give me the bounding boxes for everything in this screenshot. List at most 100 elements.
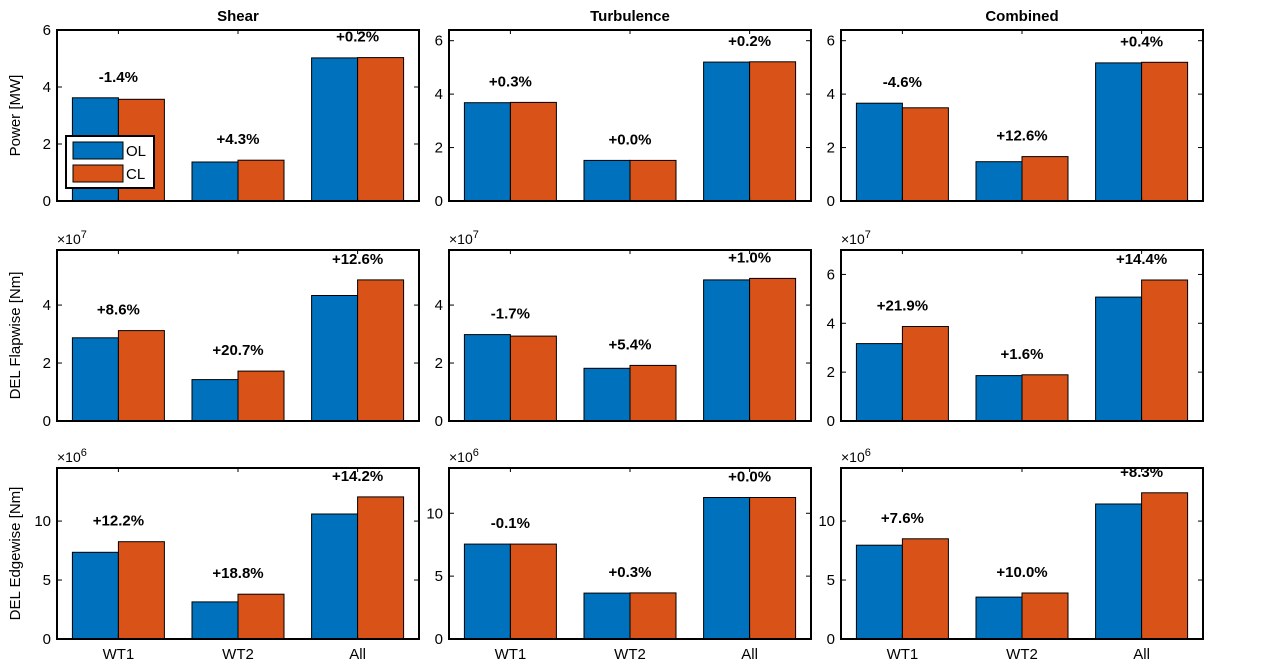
y-tick-label: 10: [34, 513, 51, 530]
y-axis-label: DEL Flapwise [Nm]: [7, 272, 24, 400]
percent-change-label: +10.0%: [996, 564, 1047, 581]
percent-change-label: +0.3%: [489, 73, 532, 90]
legend-swatch-cl: [72, 164, 124, 183]
percent-change-label: +14.4%: [1116, 251, 1167, 268]
y-tick-label: 0: [435, 631, 443, 648]
bar-ol-wt1: [463, 102, 511, 202]
chart-panel-6: +21.9% +1.6% +14.4% 0 2 4 6 ×107: [827, 229, 1204, 430]
x-tick-label: All: [741, 646, 758, 663]
y-tick-label: 2: [43, 136, 51, 153]
percent-change-label: +5.4%: [609, 336, 652, 353]
bar-cl-wt1: [901, 326, 949, 422]
bar-ol-wt1: [855, 102, 903, 202]
y-tick-label: 2: [43, 355, 51, 372]
bar-cl-all: [1141, 61, 1189, 202]
y-tick-label: 0: [827, 413, 835, 430]
y-axis-multiplier: ×106: [57, 447, 87, 465]
y-tick-label: 0: [435, 413, 443, 430]
x-tick-label: All: [1133, 646, 1150, 663]
y-axis-label: Power [MW]: [7, 75, 24, 157]
bar-cl-wt2: [1021, 156, 1069, 202]
bar-cl-all: [749, 497, 797, 640]
y-axis-multiplier: ×107: [841, 229, 871, 247]
panel-title: Turbulence: [590, 8, 670, 25]
bar-cl-wt2: [237, 370, 285, 422]
axes-box: [448, 29, 812, 202]
panel-title: Combined: [985, 8, 1058, 25]
y-tick-label: 4: [435, 297, 443, 314]
bar-cl-all: [1141, 492, 1189, 640]
percent-change-label: +0.4%: [1120, 33, 1163, 50]
chart-panel-3: -4.6% +12.6% +0.4% 0 2 4 6 Combined: [827, 8, 1204, 210]
y-tick-label: 2: [435, 140, 443, 157]
x-tick-label: WT1: [887, 646, 919, 663]
y-tick-label: 6: [435, 33, 443, 50]
bar-ol-wt2: [191, 379, 239, 422]
bar-ol-wt2: [583, 159, 631, 202]
percent-change-label: -0.1%: [491, 515, 530, 532]
axes-box: [56, 249, 420, 422]
multiplier-exponent: 7: [81, 229, 87, 241]
bar-ol-all: [703, 279, 751, 422]
y-tick-label: 2: [827, 364, 835, 381]
bar-cl-wt2: [629, 592, 677, 640]
bar-ol-wt2: [975, 161, 1023, 202]
bar-ol-wt2: [975, 596, 1023, 640]
percent-change-label: +12.2%: [93, 513, 144, 530]
y-tick-label: 0: [43, 631, 51, 648]
bar-cl-all: [357, 57, 405, 202]
percent-change-label: +1.0%: [728, 249, 771, 266]
axes-box: [56, 467, 420, 640]
y-tick-label: 2: [827, 140, 835, 157]
bar-cl-all: [357, 279, 405, 422]
chart-panel-2: +0.3% +0.0% +0.2% 0 2 4 6 Turbulence: [435, 8, 812, 210]
percent-change-label: +21.9%: [877, 298, 928, 315]
y-tick-label: 10: [818, 513, 835, 530]
percent-change-label: +14.2%: [332, 468, 383, 485]
percent-change-label: +0.3%: [609, 564, 652, 581]
percent-change-label: +8.3%: [1120, 464, 1163, 481]
percent-change-label: +12.6%: [996, 128, 1047, 145]
y-tick-label: 4: [43, 297, 51, 314]
legend-swatch-ol: [72, 141, 124, 160]
bar-cl-all: [749, 61, 797, 202]
bar-cl-wt2: [629, 364, 677, 422]
x-tick-label: WT1: [495, 646, 527, 663]
axes-box: [840, 249, 1204, 422]
y-axis-multiplier: ×107: [449, 229, 479, 247]
multiplier-exponent: 6: [81, 447, 87, 459]
percent-change-label: -1.4%: [99, 69, 138, 86]
chart-panel-7: +12.2% WT1 +18.8% WT2 +14.2% All 0 5 10 DEL Edgew…: [7, 447, 420, 663]
bar-cl-wt2: [237, 159, 285, 202]
percent-change-label: +1.6%: [1001, 346, 1044, 363]
bar-cl-wt1: [509, 543, 557, 640]
multiplier-exponent: 6: [865, 447, 871, 459]
bar-cl-wt2: [1021, 592, 1069, 640]
bar-ol-wt2: [583, 367, 631, 422]
chart-panel-9: +7.6% WT1 +10.0% WT2 +8.3% All 0 5 10 ×106: [818, 447, 1204, 663]
y-tick-label: 4: [827, 315, 835, 332]
chart-panel-5: -1.7% +5.4% +1.0% 0 2 4 ×107: [435, 229, 812, 430]
bar-ol-all: [311, 513, 359, 640]
bar-ol-wt1: [71, 337, 119, 422]
bar-ol-all: [703, 497, 751, 640]
legend: OL CL: [65, 135, 155, 189]
multiplier-exponent: 7: [865, 229, 871, 241]
bar-ol-wt2: [191, 161, 239, 202]
y-axis-multiplier: ×107: [57, 229, 87, 247]
y-tick-label: 5: [435, 568, 443, 585]
bar-ol-wt1: [855, 544, 903, 640]
bar-ol-all: [1095, 62, 1143, 202]
percent-change-label: +20.7%: [212, 342, 263, 359]
bar-ol-wt2: [583, 592, 631, 640]
chart-panel-4: +8.6% +20.7% +12.6% 0 2 4 DEL Flapwise [Nm] ×10…: [7, 229, 420, 430]
y-tick-label: 4: [435, 86, 443, 103]
legend-label-cl: CL: [126, 166, 145, 183]
y-tick-label: 0: [827, 631, 835, 648]
multiplier-base: ×10: [841, 449, 865, 465]
percent-change-label: +0.0%: [728, 469, 771, 486]
y-tick-label: 2: [435, 355, 443, 372]
percent-change-label: +0.0%: [609, 131, 652, 148]
y-tick-label: 0: [435, 193, 443, 210]
y-axis-label: DEL Edgewise [Nm]: [7, 487, 24, 621]
